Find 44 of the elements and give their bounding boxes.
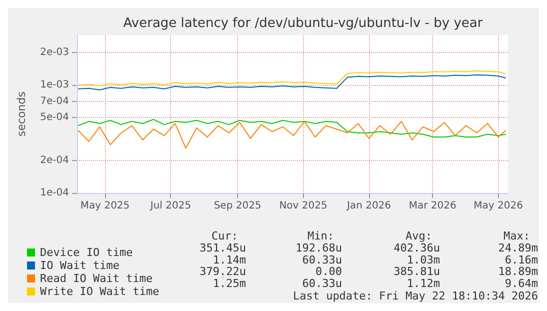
legend-label: Device IO time	[40, 246, 133, 259]
legend-label: IO Wait time	[40, 259, 120, 272]
text: Avg:	[406, 230, 432, 242]
text: 1.03m	[406, 253, 440, 266]
text: 379.22u	[200, 265, 246, 278]
legend-label: Write IO Wait time	[40, 285, 160, 298]
line-series	[78, 70, 506, 86]
y-tick-label: 2e-04	[40, 154, 69, 166]
text: 192.68u	[296, 242, 342, 254]
y-axis-title: seconds	[15, 91, 28, 136]
text: 402.36u	[394, 242, 440, 254]
text: 18.89m	[498, 265, 538, 278]
text: 385.81u	[394, 265, 440, 278]
text: 60.33u	[302, 253, 342, 266]
text: Last update: Fri May 22 18:10:34 2026	[292, 290, 538, 302]
x-tick-label: Nov 2025	[279, 200, 328, 212]
x-tick-label: Jan 2026	[346, 200, 392, 212]
line-series	[78, 120, 506, 149]
text: 24.89m	[498, 242, 538, 254]
text: 60.33u	[302, 276, 342, 290]
y-tick-label: 7e-04	[40, 96, 69, 108]
text: Cur:	[212, 230, 238, 242]
text: 351.45u	[200, 242, 246, 254]
y-tick-label: 1e-03	[40, 79, 69, 90]
text: 1.12m	[406, 276, 440, 290]
text: 1.25m	[212, 276, 246, 290]
x-tick-label: Sep 2025	[214, 200, 262, 212]
text: 9.64m	[504, 276, 538, 290]
text: Min:	[308, 230, 334, 242]
y-tick-label: 2e-03	[40, 46, 69, 58]
legend-label: Read IO Wait time	[40, 272, 153, 285]
text: Max:	[504, 230, 530, 242]
line-series	[78, 118, 506, 138]
x-tick-label: May 2026	[474, 200, 523, 212]
x-tick-label: Mar 2026	[408, 200, 456, 212]
y-tick-label: 1e-04	[40, 188, 69, 198]
chart-title: Average latency for /dev/ubuntu-vg/ubuntu-lv - by year	[123, 16, 484, 31]
text: 1.14m	[212, 253, 246, 266]
line-series	[78, 74, 506, 90]
x-tick-label: Jul 2025	[149, 200, 192, 212]
x-tick-label: May 2025	[80, 200, 130, 212]
y-tick-label: 5e-04	[40, 112, 69, 123]
text: 6.16m	[504, 253, 538, 266]
text: 0.00	[316, 265, 342, 278]
